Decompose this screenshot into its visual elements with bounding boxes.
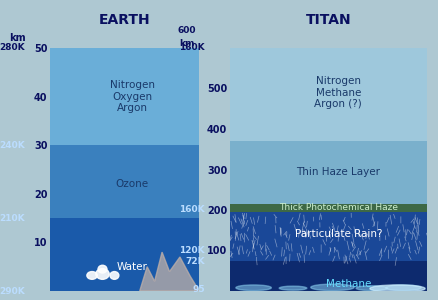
Text: Thick Photochemical Haze: Thick Photochemical Haze	[279, 203, 398, 212]
Text: Water: Water	[117, 262, 148, 272]
Bar	[230, 48, 427, 141]
Text: 290K: 290K	[0, 286, 25, 296]
Ellipse shape	[110, 272, 119, 279]
Bar	[230, 261, 427, 291]
Ellipse shape	[96, 268, 109, 279]
Text: km: km	[9, 33, 26, 43]
Text: Particulate Rain?: Particulate Rain?	[295, 229, 382, 239]
Text: TITAN: TITAN	[306, 13, 351, 27]
Bar	[230, 141, 427, 204]
Text: Nitrogen
Oxygen
Argon: Nitrogen Oxygen Argon	[110, 80, 155, 113]
Text: EARTH: EARTH	[99, 13, 151, 27]
Bar	[50, 145, 199, 218]
Text: 160K: 160K	[179, 44, 205, 52]
Ellipse shape	[356, 286, 388, 291]
Text: 280K: 280K	[0, 44, 25, 52]
Polygon shape	[140, 252, 199, 291]
Text: 120K: 120K	[179, 246, 205, 255]
Text: 600: 600	[177, 26, 196, 35]
Text: Nitrogen
Methane
Argon (?): Nitrogen Methane Argon (?)	[314, 76, 362, 109]
Text: km: km	[179, 39, 194, 48]
Ellipse shape	[98, 265, 107, 273]
Ellipse shape	[236, 285, 271, 291]
Ellipse shape	[311, 284, 354, 291]
Bar	[230, 204, 427, 212]
Text: 72K: 72K	[185, 257, 205, 266]
Text: Ozone: Ozone	[116, 179, 149, 189]
Text: 160K: 160K	[179, 206, 205, 214]
Text: Methane: Methane	[325, 279, 371, 289]
Bar	[50, 218, 199, 291]
Text: Thin Haze Layer: Thin Haze Layer	[297, 167, 380, 176]
Bar	[50, 48, 199, 145]
Text: 240K: 240K	[0, 141, 25, 150]
Ellipse shape	[279, 286, 307, 290]
Text: 95: 95	[192, 285, 205, 294]
Ellipse shape	[386, 285, 421, 291]
Ellipse shape	[370, 285, 425, 292]
Text: 210K: 210K	[0, 214, 25, 223]
Ellipse shape	[87, 272, 97, 279]
Bar	[230, 212, 427, 261]
